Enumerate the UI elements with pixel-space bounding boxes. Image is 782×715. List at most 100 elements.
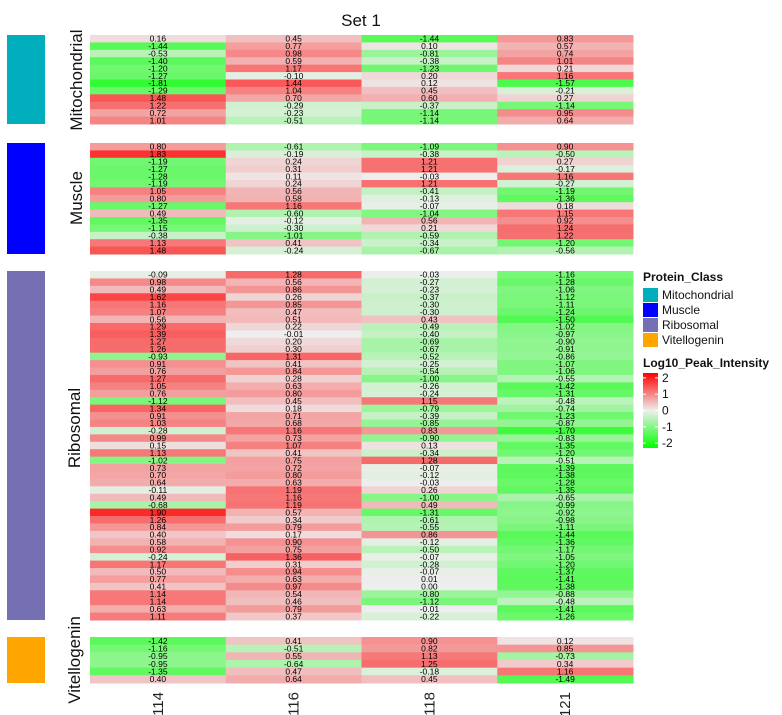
heatmap-cell (225, 194, 362, 203)
cell-value-label: -0.30 (284, 223, 304, 233)
cell-value-label: 0.86 (285, 285, 302, 295)
cell-value-label: -0.03 (420, 270, 440, 280)
heatmap-cell (225, 180, 362, 188)
heatmap-cell (225, 300, 362, 309)
heatmap-cell (361, 493, 498, 502)
heatmap-cell (361, 35, 498, 43)
cell-value-label: 0.20 (285, 337, 302, 347)
cell-value-label: 1.17 (150, 559, 167, 569)
heatmap-cell (90, 209, 227, 218)
cell-value-label: 0.37 (285, 611, 302, 621)
heatmap-cell (497, 389, 634, 398)
heatmap-cell (497, 652, 634, 661)
cell-value-label: 0.97 (285, 582, 302, 592)
scale-tick-label: -1 (662, 420, 673, 434)
cell-value-label: -0.51 (284, 644, 304, 654)
legend-swatch-muscle (643, 303, 658, 317)
heatmap-cell (497, 157, 634, 166)
cell-value-label: -0.03 (420, 171, 440, 181)
legend-swatch-mitochondrial (643, 288, 658, 302)
cell-value-label: 1.27 (150, 337, 167, 347)
heatmap-cell (497, 345, 634, 354)
cell-value-label: -0.86 (555, 351, 575, 361)
cell-value-label: 0.60 (421, 93, 438, 103)
cell-value-label: -0.73 (555, 651, 575, 661)
heatmap-cell (497, 486, 634, 495)
cell-value-label: -0.30 (420, 299, 440, 309)
cell-value-label: 0.21 (557, 63, 574, 73)
heatmap-cell (90, 64, 227, 73)
intensity-legend-title: Log10_Peak_Intensity (643, 356, 769, 370)
cell-value-label: -0.85 (420, 418, 440, 428)
heatmap-cell (361, 660, 498, 669)
cell-value-label: -0.88 (555, 589, 575, 599)
cell-value-label: -0.91 (555, 344, 575, 354)
heatmap-cell (90, 172, 227, 181)
heatmap-cell (361, 523, 498, 532)
heatmap-cell (90, 150, 227, 159)
heatmap-cell (361, 389, 498, 398)
heatmap-cell (90, 278, 227, 287)
cell-value-label: -0.93 (148, 351, 168, 361)
cell-value-label: 0.56 (150, 314, 167, 324)
heatmap-cell (497, 165, 634, 174)
heatmap-cell (90, 315, 227, 324)
heatmap-cell (497, 285, 634, 294)
cell-value-label: -0.59 (420, 231, 440, 241)
heatmap-cell (361, 605, 498, 614)
cell-value-label: -0.23 (420, 285, 440, 295)
heatmap-cell (225, 501, 362, 510)
heatmap-cell (90, 345, 227, 354)
heatmap-cell (90, 293, 227, 302)
cell-value-label: -1.57 (555, 78, 575, 88)
cell-value-label: -0.56 (555, 245, 575, 255)
heatmap-cell (361, 42, 498, 51)
cell-value-label: 0.59 (285, 56, 302, 66)
cell-value-label: 0.64 (557, 115, 574, 125)
heatmap-cell (497, 337, 634, 346)
cell-value-label: 0.72 (285, 463, 302, 473)
cell-value-label: 0.79 (285, 522, 302, 532)
heatmap-cell (225, 352, 362, 361)
cell-value-label: 0.31 (285, 164, 302, 174)
heatmap-cell (90, 180, 227, 188)
heatmap-cell (361, 471, 498, 480)
scale-tick-label: -2 (662, 436, 673, 450)
heatmap-cell (497, 224, 634, 233)
heatmap-cell (225, 101, 362, 110)
heatmap-cells: 0.16 0.45 -1.44 0.83 -1.44 0.77 0.10 0.57 -0.53 0… (90, 34, 634, 684)
heatmap-cell (225, 644, 362, 653)
cell-value-label: 0.55 (285, 651, 302, 661)
heatmap-cell (225, 660, 362, 669)
cell-value-label: 0.26 (421, 485, 438, 495)
cell-value-label: 1.22 (150, 100, 167, 110)
legend-swatch-ribosomal (643, 318, 658, 332)
cell-value-label: -0.07 (420, 552, 440, 562)
cell-value-label: 0.95 (557, 108, 574, 118)
heatmap-cell (225, 471, 362, 480)
cell-value-label: 0.30 (285, 344, 302, 354)
cell-value-label: 1.15 (421, 396, 438, 406)
cell-value-label: 0.85 (557, 644, 574, 654)
cell-value-label: -0.98 (555, 515, 575, 525)
heatmap-cell (497, 434, 634, 443)
heatmap-cell (361, 560, 498, 569)
heatmap-cell (361, 322, 498, 331)
cell-value-label: -0.68 (148, 500, 168, 510)
cell-value-label: 1.16 (285, 426, 302, 436)
heatmap-cell (497, 101, 634, 110)
heatmap-cell (225, 224, 362, 233)
cell-value-label: -0.23 (284, 108, 304, 118)
heatmap-cell (497, 322, 634, 331)
heatmap-cell (361, 246, 498, 255)
cell-value-label: 0.41 (285, 359, 302, 369)
cell-value-label: -0.28 (420, 559, 440, 569)
heatmap-cell (361, 508, 498, 517)
heatmap-cell (361, 404, 498, 413)
heatmap-cell (225, 486, 362, 495)
cell-value-label: -0.21 (555, 86, 575, 96)
cell-value-label: 0.26 (285, 292, 302, 302)
heatmap-cell (225, 456, 362, 465)
cell-value-label: 0.56 (285, 186, 302, 196)
heatmap-cell (225, 675, 362, 684)
